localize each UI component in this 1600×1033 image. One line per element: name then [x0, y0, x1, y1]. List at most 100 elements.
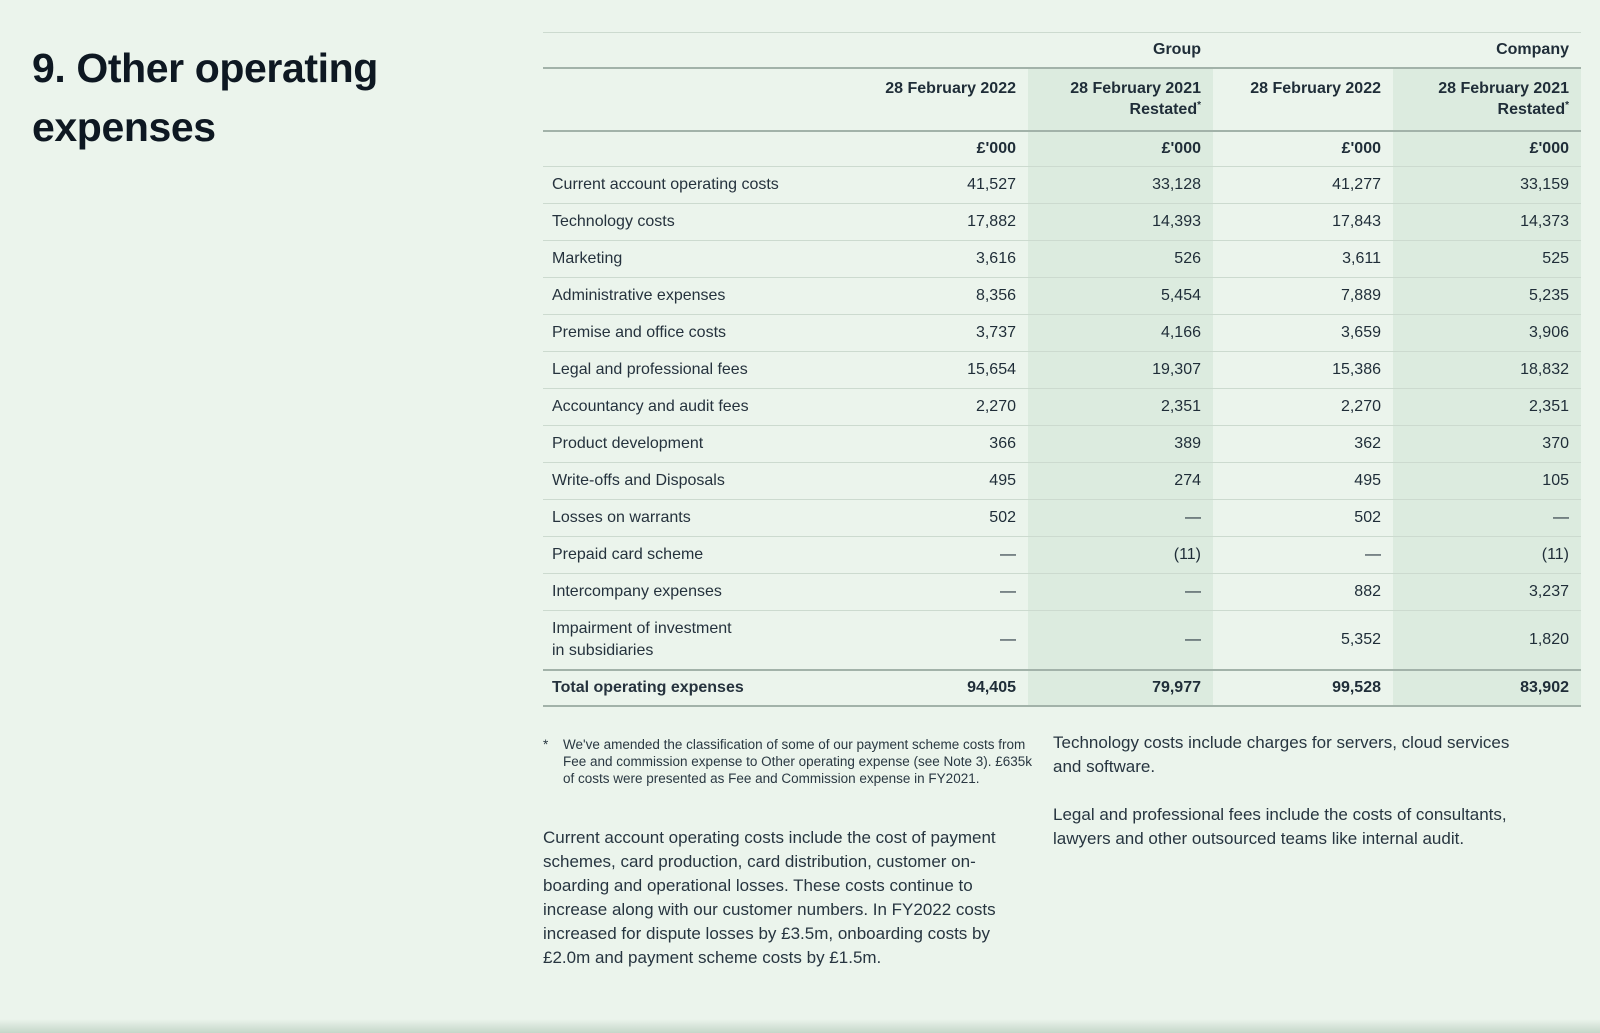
cell-value: 3,737 — [843, 314, 1028, 352]
row-label: Legal and professional fees — [543, 351, 843, 389]
cell-value: — — [843, 536, 1028, 574]
footnote-marker: * — [1197, 100, 1201, 111]
units-row: £'000 £'000 £'000 £'000 — [543, 131, 1581, 167]
cell-value: — — [1028, 610, 1213, 671]
footnote-marker: * — [543, 737, 549, 752]
cell-value: 105 — [1393, 462, 1581, 500]
cell-value: 2,270 — [1213, 388, 1393, 426]
row-label: Administrative expenses — [543, 277, 843, 315]
row-label: Technology costs — [543, 203, 843, 241]
cell-value: 502 — [843, 499, 1028, 537]
empty-cell — [543, 68, 843, 132]
empty-cell — [843, 32, 1028, 69]
table-row: Product development 366 389 362 370 — [543, 425, 1581, 463]
row-label: Intercompany expenses — [543, 573, 843, 611]
column-header-company-2021-restated: 28 February 2021 Restated* — [1393, 68, 1581, 132]
table-row: Legal and professional fees 15,654 19,30… — [543, 351, 1581, 389]
cell-value: — — [1393, 499, 1581, 537]
footnote-text: We've amended the classification of some… — [563, 737, 1033, 786]
total-value: 99,528 — [1213, 670, 1393, 707]
cell-value: 14,393 — [1028, 203, 1213, 241]
row-label: Impairment of investment in subsidiaries — [543, 610, 843, 671]
page-title: 9. Other operating expenses — [32, 45, 378, 151]
cell-value: 18,832 — [1393, 351, 1581, 389]
cell-value: — — [843, 573, 1028, 611]
cell-value: — — [1213, 536, 1393, 574]
empty-cell — [1213, 32, 1393, 69]
empty-cell — [543, 131, 843, 167]
group-header: Group — [1028, 32, 1213, 69]
cell-value: 3,237 — [1393, 573, 1581, 611]
cell-value: 1,820 — [1393, 610, 1581, 671]
legal-fees-note: Legal and professional fees include the … — [1053, 805, 1507, 848]
cell-value: 3,906 — [1393, 314, 1581, 352]
cell-value: — — [1028, 499, 1213, 537]
cell-value: 41,277 — [1213, 166, 1393, 204]
cell-value: 5,454 — [1028, 277, 1213, 315]
cell-value: 362 — [1213, 425, 1393, 463]
row-label: Losses on warrants — [543, 499, 843, 537]
restated-footnote: * We've amended the classification of so… — [543, 736, 1043, 787]
right-notes-column: Technology costs include charges for ser… — [1053, 731, 1523, 875]
footnote-marker: * — [1565, 100, 1569, 111]
total-value: 83,902 — [1393, 670, 1581, 707]
unit-label: £'000 — [1213, 131, 1393, 167]
cell-value: 525 — [1393, 240, 1581, 278]
cell-value: 15,386 — [1213, 351, 1393, 389]
cell-value: (11) — [1393, 536, 1581, 574]
cell-value: — — [1028, 573, 1213, 611]
table-row: Accountancy and audit fees 2,270 2,351 2… — [543, 388, 1581, 426]
cell-value: 15,654 — [843, 351, 1028, 389]
row-label: Prepaid card scheme — [543, 536, 843, 574]
cell-value: 19,307 — [1028, 351, 1213, 389]
table-row: Losses on warrants 502 — 502 — — [543, 499, 1581, 537]
column-header-company-2022: 28 February 2022 — [1213, 68, 1393, 132]
total-row: Total operating expenses 94,405 79,977 9… — [543, 670, 1581, 707]
cell-value: 502 — [1213, 499, 1393, 537]
cell-value: 33,159 — [1393, 166, 1581, 204]
cell-value: 8,356 — [843, 277, 1028, 315]
column-header-group-2021-restated: 28 February 2021 Restated* — [1028, 68, 1213, 132]
cell-value: 41,527 — [843, 166, 1028, 204]
cell-value: 495 — [1213, 462, 1393, 500]
company-header: Company — [1393, 32, 1581, 69]
cell-value: 3,659 — [1213, 314, 1393, 352]
unit-label: £'000 — [1028, 131, 1213, 167]
row-label: Premise and office costs — [543, 314, 843, 352]
technology-costs-note: Technology costs include charges for ser… — [1053, 733, 1510, 776]
page-bottom-shadow — [0, 1019, 1600, 1033]
cell-value: 4,166 — [1028, 314, 1213, 352]
cell-value: 3,611 — [1213, 240, 1393, 278]
cell-value: 274 — [1028, 462, 1213, 500]
cell-value: 7,889 — [1213, 277, 1393, 315]
entity-header-row: Group Company — [543, 32, 1581, 69]
empty-cell — [543, 32, 843, 69]
cell-value: 389 — [1028, 425, 1213, 463]
column-header-group-2022: 28 February 2022 — [843, 68, 1028, 132]
table-row: Technology costs 17,882 14,393 17,843 14… — [543, 203, 1581, 241]
cell-value: 2,351 — [1393, 388, 1581, 426]
total-value: 79,977 — [1028, 670, 1213, 707]
cell-value: 14,373 — [1393, 203, 1581, 241]
table-row: Prepaid card scheme — (11) — (11) — [543, 536, 1581, 574]
cell-value: 882 — [1213, 573, 1393, 611]
cell-value: 5,235 — [1393, 277, 1581, 315]
date-header-row: 28 February 2022 28 February 2021 Restat… — [543, 68, 1581, 132]
row-label: Accountancy and audit fees — [543, 388, 843, 426]
cell-value: 2,351 — [1028, 388, 1213, 426]
table-row: Impairment of investment in subsidiaries… — [543, 610, 1581, 671]
table-row: Current account operating costs 41,527 3… — [543, 166, 1581, 204]
current-account-costs-note: Current account operating costs include … — [543, 828, 996, 967]
cell-value: 5,352 — [1213, 610, 1393, 671]
cell-value: 526 — [1028, 240, 1213, 278]
unit-label: £'000 — [843, 131, 1028, 167]
row-label: Product development — [543, 425, 843, 463]
other-operating-expenses-table: Group Company 28 February 2022 28 Februa… — [543, 32, 1581, 707]
cell-value: 2,270 — [843, 388, 1028, 426]
unit-label: £'000 — [1393, 131, 1581, 167]
total-value: 94,405 — [843, 670, 1028, 707]
row-label: Write-offs and Disposals — [543, 462, 843, 500]
cell-value: 17,843 — [1213, 203, 1393, 241]
cell-value: — — [843, 610, 1028, 671]
